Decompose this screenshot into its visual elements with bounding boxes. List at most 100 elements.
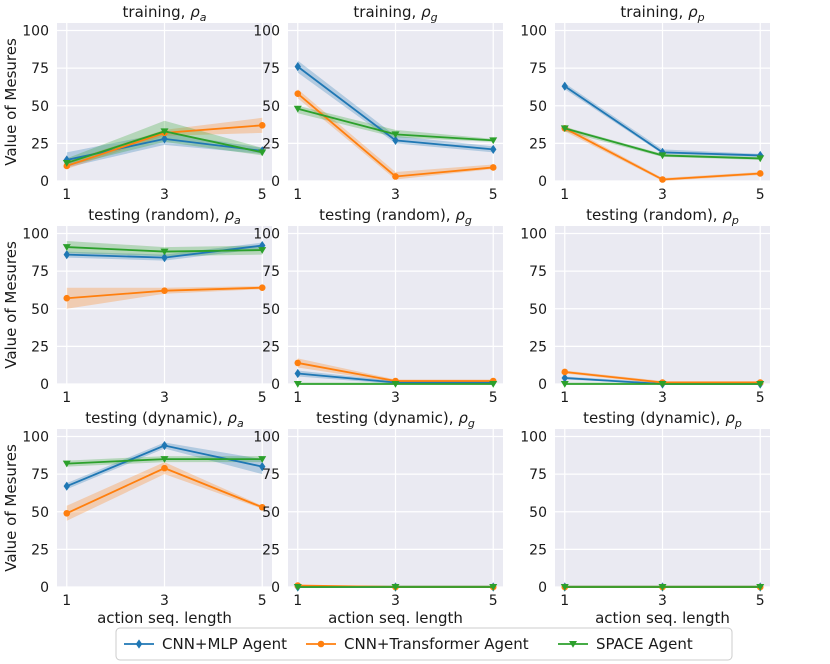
cnn-transformer-point — [63, 509, 71, 517]
x-tick-label: 1 — [560, 187, 569, 203]
cnn-mlp-point — [63, 249, 70, 260]
space-point — [160, 128, 169, 136]
y-tick-label: 25 — [262, 136, 280, 152]
y-tick-label: 100 — [22, 430, 49, 446]
panel-title: testing (dynamic), ρp — [583, 409, 742, 430]
cnn-mlp-point — [561, 81, 568, 91]
y-tick-label: 50 — [262, 302, 280, 318]
panel-title: training, ρp — [620, 3, 704, 24]
cnn-transformer-band — [66, 117, 263, 169]
cnn-mlp-point — [161, 440, 168, 451]
panel-title: testing (random), ρa — [88, 206, 241, 227]
y-tick-label: 50 — [529, 302, 547, 318]
y-tick-label: 0 — [538, 580, 547, 596]
y-tick-label: 25 — [529, 136, 547, 152]
y-tick-label: 100 — [253, 24, 280, 40]
x-tick-label: 3 — [391, 593, 400, 609]
legend-entry-space: SPACE Agent — [558, 635, 693, 653]
cnn-mlp-point — [63, 481, 70, 491]
y-axis-label: Value of Mesures — [2, 444, 20, 572]
space-point — [560, 125, 569, 133]
cnn-transformer-point — [294, 90, 302, 98]
space-band — [564, 126, 761, 160]
cnn-transformer-point — [392, 173, 399, 180]
chart-panel: 0 25 50 75 100 1 3 5 testing (dynamic), ρp action… — [520, 409, 770, 627]
space-point — [489, 584, 498, 591]
y-tick-label: 25 — [31, 339, 49, 355]
y-tick-label: 50 — [529, 505, 547, 521]
space-point — [560, 584, 569, 591]
panel-title: testing (dynamic), ρg — [316, 409, 475, 430]
cnn-mlp-point — [259, 462, 266, 472]
y-tick-label: 75 — [31, 467, 49, 483]
y-tick-label: 0 — [271, 174, 280, 190]
legend-entry-cnn-mlp: CNN+MLP Agent — [124, 635, 287, 653]
legend-marker — [569, 641, 577, 648]
y-tick-label: 75 — [529, 264, 547, 280]
y-tick-label: 50 — [262, 505, 280, 521]
legend: CNN+MLP Agent CNN+Transformer Agent SPACE … — [115, 627, 733, 661]
x-tick-label: 1 — [560, 390, 569, 406]
x-tick-label: 3 — [658, 390, 667, 406]
space-point — [560, 381, 569, 388]
cnn-transformer-point — [561, 368, 569, 376]
x-tick-label: 3 — [658, 187, 667, 203]
y-axis-label: Value of Mesures — [2, 38, 20, 166]
x-tick-label: 1 — [62, 187, 71, 203]
cnn-transformer-point — [258, 122, 266, 129]
y-tick-label: 0 — [271, 377, 280, 393]
x-tick-label: 3 — [160, 390, 169, 406]
y-tick-label: 100 — [22, 24, 49, 40]
space-point — [293, 584, 302, 591]
cnn-transformer-point — [161, 287, 168, 295]
chart-panel: 0 25 50 75 100 1 3 5 testing (random), ρp — [520, 206, 770, 406]
panel-title: training, ρg — [353, 3, 437, 24]
cnn-mlp-point — [490, 144, 497, 154]
y-tick-label: 100 — [253, 227, 280, 243]
y-tick-label: 75 — [31, 264, 49, 280]
x-tick-label: 3 — [160, 187, 169, 203]
y-tick-label: 75 — [262, 61, 280, 77]
y-tick-label: 50 — [529, 99, 547, 115]
cnn-transformer-point — [63, 294, 71, 302]
legend-entry-cnn-transformer: CNN+Transformer Agent — [306, 635, 529, 653]
y-tick-label: 25 — [529, 542, 547, 558]
space-point — [489, 137, 498, 145]
x-axis-label: action seq. length — [328, 609, 463, 627]
space-point — [62, 159, 71, 167]
x-tick-label: 1 — [560, 593, 569, 609]
x-tick-label: 1 — [293, 593, 302, 609]
y-tick-label: 25 — [529, 339, 547, 355]
y-tick-label: 50 — [31, 302, 49, 318]
chart-panel: 0 25 50 75 100 1 3 5 testing (dynamic), ρa Value … — [2, 409, 272, 627]
cnn-transformer-band — [66, 286, 263, 309]
y-tick-label: 50 — [262, 99, 280, 115]
space-point — [258, 247, 267, 254]
panel-title: testing (dynamic), ρa — [85, 409, 244, 430]
space-point — [391, 131, 400, 139]
cnn-mlp-point — [392, 135, 399, 145]
space-point — [62, 460, 71, 468]
y-tick-label: 100 — [520, 430, 547, 446]
legend-label: CNN+MLP Agent — [162, 635, 287, 653]
y-tick-label: 50 — [31, 99, 49, 115]
y-tick-label: 0 — [40, 174, 49, 190]
y-tick-label: 0 — [538, 377, 547, 393]
space-point — [658, 152, 667, 160]
space-point — [391, 584, 400, 591]
cnn-mlp-point — [294, 368, 301, 379]
space-point — [258, 456, 267, 463]
space-point — [756, 381, 765, 388]
y-tick-label: 50 — [31, 505, 49, 521]
x-tick-label: 3 — [391, 187, 400, 203]
space-point — [62, 244, 71, 251]
x-tick-label: 1 — [62, 390, 71, 406]
y-tick-label: 25 — [31, 136, 49, 152]
legend-box — [115, 627, 733, 661]
space-point — [160, 456, 169, 463]
space-point — [658, 584, 667, 591]
y-tick-label: 75 — [31, 61, 49, 77]
x-tick-label: 3 — [160, 593, 169, 609]
